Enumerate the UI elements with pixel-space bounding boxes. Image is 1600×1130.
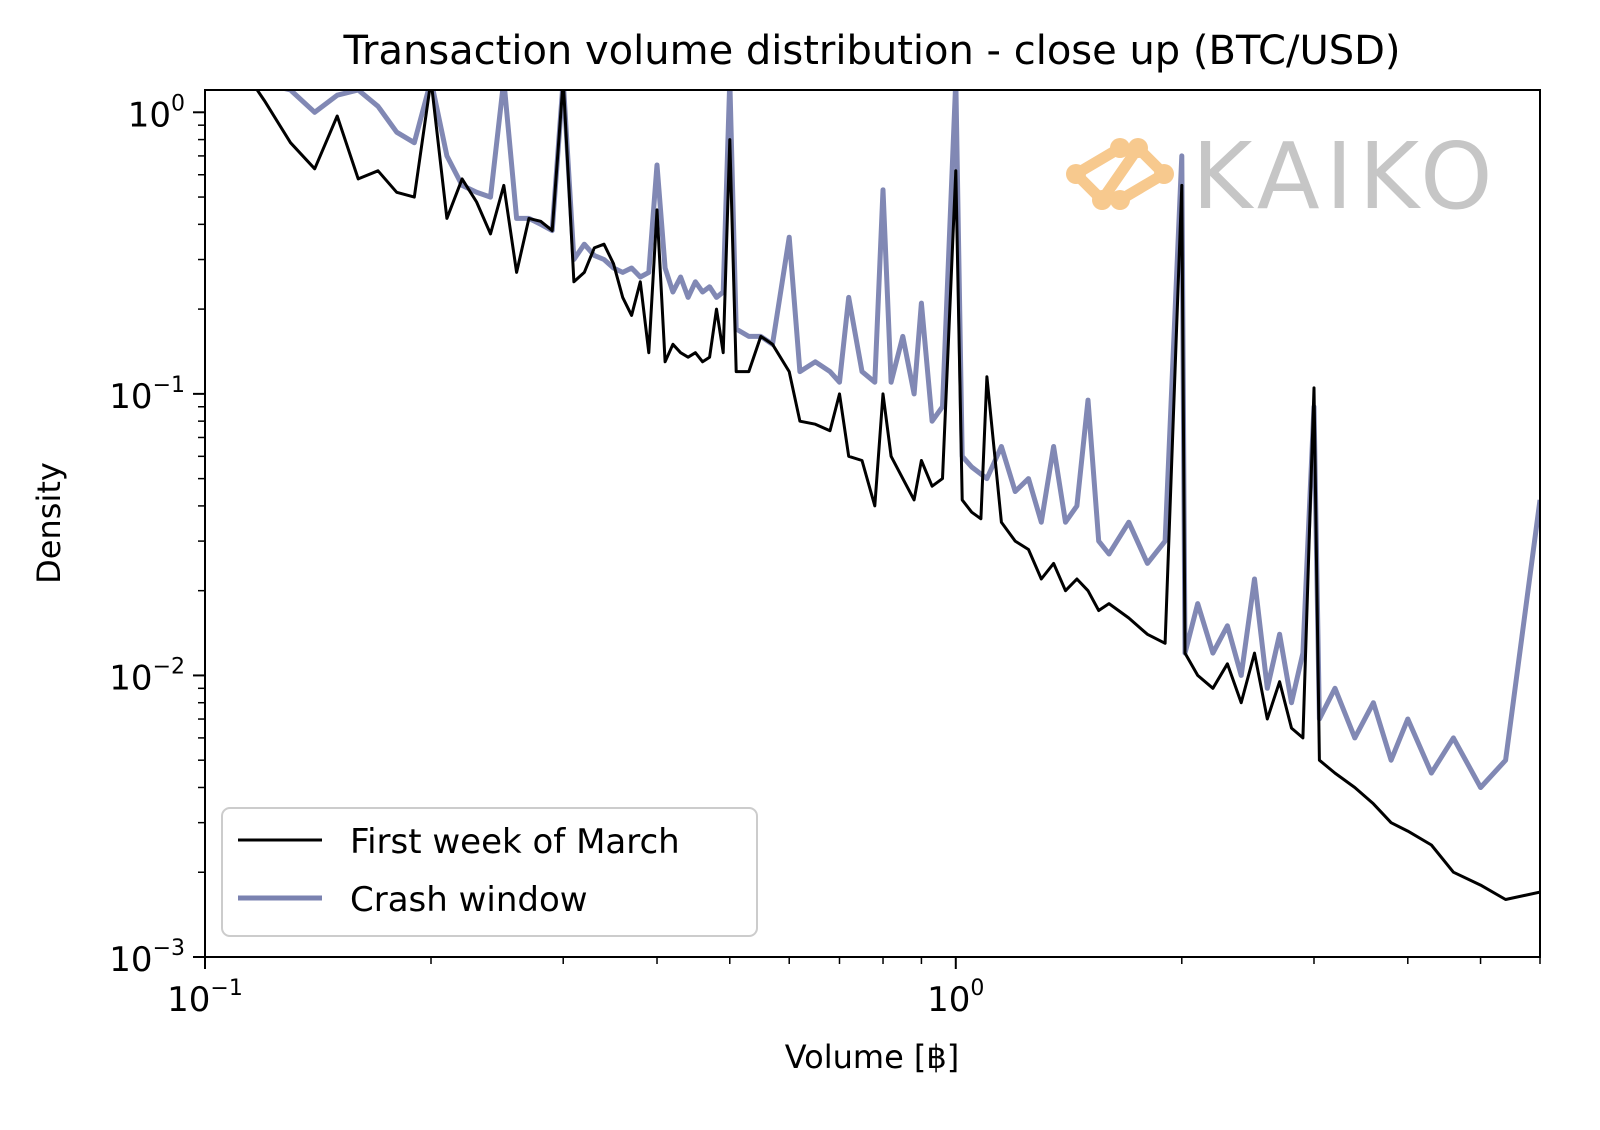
y-axis: 100 10−1 10−2 10−3 — [109, 91, 205, 980]
kaiko-logo-node — [1110, 138, 1130, 158]
legend-label-crash-window: Crash window — [350, 880, 588, 920]
x-tick-label: 10−1 — [167, 976, 243, 1020]
x-tick-label: 100 — [927, 976, 984, 1020]
legend-label-first-week: First week of March — [350, 822, 680, 862]
series-layer — [255, 90, 1540, 901]
plot-frame — [204, 89, 1541, 958]
y-tick-label: 10−1 — [109, 373, 185, 417]
x-axis: 10−1 100 — [167, 957, 1541, 1020]
kaiko-logo-node — [1128, 138, 1148, 158]
kaiko-logo-node — [1154, 164, 1174, 184]
y-axis-label: Density — [30, 462, 68, 584]
kaiko-logo-node — [1110, 190, 1130, 210]
kaiko-logo-node — [1066, 164, 1086, 184]
series-line-crash-window — [280, 90, 1540, 790]
y-tick-label: 10−3 — [109, 936, 185, 980]
legend: First week of March Crash window — [221, 807, 758, 937]
kaiko-watermark: KAIKO — [1066, 123, 1499, 230]
kaiko-logo-node — [1092, 190, 1112, 210]
series-line-first-week-of-march — [255, 90, 1540, 901]
y-tick-label: 100 — [128, 91, 185, 135]
kaiko-watermark-text: KAIKO — [1192, 123, 1499, 230]
x-axis-label: Volume [฿] — [785, 1038, 960, 1076]
y-tick-label: 10−2 — [109, 654, 185, 698]
chart-title: Transaction volume distribution - close … — [342, 28, 1400, 74]
legend-box — [221, 807, 758, 937]
